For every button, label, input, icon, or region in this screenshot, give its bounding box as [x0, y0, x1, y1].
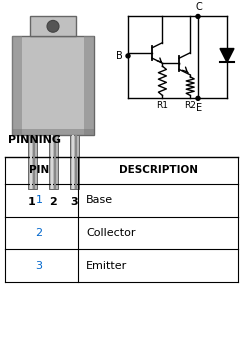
- Text: R1: R1: [156, 101, 168, 110]
- Text: PINNING: PINNING: [8, 135, 61, 145]
- Text: E: E: [196, 103, 202, 113]
- Bar: [12, 36, 94, 135]
- Text: 2: 2: [49, 197, 57, 207]
- Text: 3: 3: [35, 261, 43, 271]
- Text: 1: 1: [28, 197, 36, 207]
- Bar: [75, 135, 77, 189]
- Bar: [30, 16, 76, 36]
- Text: Base: Base: [86, 195, 113, 205]
- Text: 3: 3: [70, 197, 78, 207]
- Bar: [30, 135, 32, 189]
- Bar: [12, 36, 22, 135]
- Bar: [49, 135, 58, 189]
- Bar: [70, 135, 79, 189]
- Bar: [51, 135, 53, 189]
- Text: B: B: [116, 51, 123, 61]
- Text: PIN: PIN: [29, 166, 49, 175]
- Polygon shape: [220, 49, 234, 62]
- Bar: [12, 129, 94, 135]
- Text: DESCRIPTION: DESCRIPTION: [119, 166, 198, 175]
- Text: 1: 1: [35, 195, 43, 205]
- Text: R2: R2: [184, 101, 196, 110]
- Circle shape: [126, 54, 130, 58]
- Circle shape: [196, 96, 200, 100]
- Circle shape: [196, 15, 200, 18]
- Text: 2: 2: [35, 228, 43, 238]
- Circle shape: [47, 20, 59, 32]
- Bar: [72, 135, 74, 189]
- Bar: [33, 135, 35, 189]
- Text: Collector: Collector: [86, 228, 136, 238]
- Text: Emitter: Emitter: [86, 261, 127, 271]
- Bar: [54, 135, 56, 189]
- Text: C: C: [196, 1, 202, 11]
- Bar: [84, 36, 94, 135]
- Bar: [28, 135, 37, 189]
